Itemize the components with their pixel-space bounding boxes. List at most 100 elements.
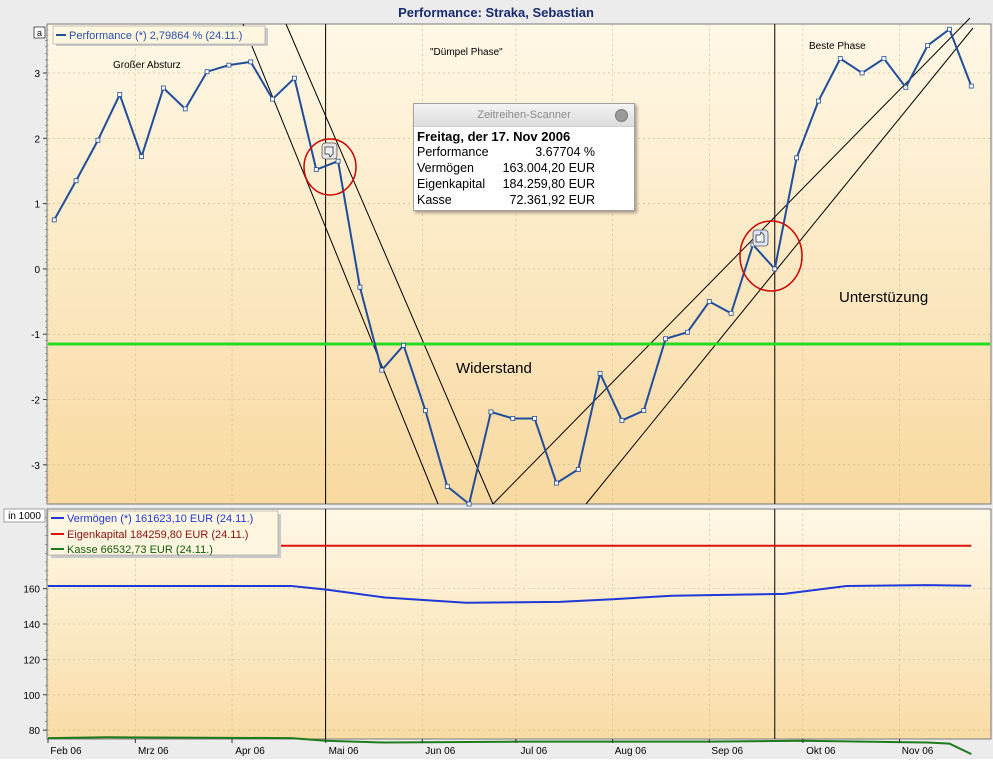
panel-options-button[interactable]: a <box>33 26 46 39</box>
popup-row-eigenkapital: Eigenkapital 184.259,80 EUR <box>414 176 634 192</box>
y-tick-label: -1 <box>31 330 40 341</box>
highlight-circle-sep <box>739 220 803 292</box>
performance-point <box>401 342 406 348</box>
performance-point <box>379 367 385 373</box>
performance-point <box>597 370 603 376</box>
performance-point <box>619 418 625 423</box>
y-tick-label: 1 <box>34 200 40 211</box>
performance-point <box>663 336 669 342</box>
thumbs-up-icon <box>752 229 769 247</box>
popup-header[interactable]: Zeitreihen-Scanner <box>414 104 634 127</box>
popup-row-vermoegen: Vermögen 163.004,20 EUR <box>414 160 634 176</box>
performance-point <box>270 96 275 102</box>
performance-point <box>947 26 952 32</box>
vermoegen-line <box>48 584 972 604</box>
x-tick-label: Mai 06 <box>329 746 359 757</box>
panel-options-label: a <box>37 28 42 38</box>
top-legend-box <box>52 25 266 45</box>
legend-label-kasse: Kasse 66532,73 EUR (24.11.) <box>67 544 213 556</box>
popup-key: Performance <box>417 145 489 159</box>
legend-label-vermoegen: Vermögen (*) 161623,10 EUR (24.11.) <box>67 513 253 525</box>
y-tick-label: 2 <box>34 134 40 145</box>
x-tick-label: Apr 06 <box>235 746 265 757</box>
trend-line-down-inner <box>242 23 439 505</box>
performance-point <box>423 408 428 414</box>
annotation-unterstuetzung: Unterstüzung <box>839 289 928 306</box>
trend-lines <box>242 17 974 505</box>
top-panel-border <box>46 23 992 505</box>
popup-row-performance: Performance 3.67704 % <box>414 144 634 160</box>
performance-point <box>728 310 734 316</box>
bottom-y-axis: 160 140 120 100 80 <box>23 517 47 737</box>
performance-point <box>204 69 210 75</box>
y-tick-label: 100 <box>23 691 40 702</box>
annotation-beste-phase: Beste Phase <box>809 41 866 52</box>
popup-value: 3.67704 % <box>535 145 595 159</box>
top-legend[interactable]: Performance (*) 2,79864 % (24.11.) <box>52 25 268 46</box>
x-axis: Feb 06 Mrz 06 Apr 06 Mai 06 Jun 06 Jul 06 Aug … <box>47 739 934 757</box>
performance-point <box>816 98 821 104</box>
trend-line-down-outer <box>285 23 494 505</box>
performance-point <box>903 84 909 90</box>
bottom-legend-box <box>47 510 279 556</box>
x-tick-label: Okt 06 <box>806 746 836 757</box>
y-tick-label: 140 <box>23 620 40 631</box>
popup-key: Kasse <box>417 193 452 207</box>
performance-point <box>313 167 319 173</box>
performance-point <box>859 70 865 76</box>
close-icon[interactable] <box>615 109 628 122</box>
thumbs-down-icon <box>321 142 338 160</box>
performance-point <box>182 106 188 112</box>
panel-options-box <box>33 26 46 39</box>
annotation-grosser-absturz: Großer Absturz <box>113 60 181 71</box>
chart-title: Performance: Straka, Sebastian <box>398 5 594 20</box>
performance-point <box>837 56 843 62</box>
y-tick-label: 3 <box>34 69 40 80</box>
performance-series <box>51 26 974 507</box>
performance-point <box>641 408 647 414</box>
legend-label-eigenkapital: Eigenkapital 184259,80 EUR (24.11.) <box>67 529 248 541</box>
performance-point <box>226 62 232 68</box>
highlight-circles <box>303 138 803 292</box>
performance-point <box>357 284 363 290</box>
y-tick-label: 160 <box>23 585 40 596</box>
performance-point <box>794 155 800 161</box>
y-tick-label: -2 <box>31 396 40 407</box>
y-tick-label: 0 <box>34 265 40 276</box>
annotation-widerstand: Widerstand <box>456 360 532 377</box>
performance-point <box>292 75 297 81</box>
performance-point <box>925 43 931 48</box>
performance-point <box>466 501 472 507</box>
performance-point <box>685 329 690 335</box>
popup-key: Vermögen <box>417 161 474 175</box>
unit-label: in 1000 <box>8 511 41 522</box>
top-panel-area <box>47 24 991 504</box>
performance-point <box>161 85 166 91</box>
y-tick-label: 80 <box>29 726 41 737</box>
y-tick-label: -3 <box>31 461 40 472</box>
bottom-legend[interactable]: Vermögen (*) 161623,10 EUR (24.11.) Eige… <box>47 510 281 558</box>
performance-point <box>881 56 887 62</box>
popup-value: 72.361,92 EUR <box>509 193 595 207</box>
performance-point <box>444 483 450 489</box>
performance-point <box>706 299 712 304</box>
performance-point <box>554 480 559 486</box>
unit-label-box <box>3 508 46 523</box>
performance-point <box>139 154 144 159</box>
performance-point <box>772 266 778 272</box>
popup-date: Freitag, der 17. Nov 2006 <box>417 129 571 144</box>
x-tick-label: Aug 06 <box>615 746 647 757</box>
x-tick-label: Mrz 06 <box>138 746 169 757</box>
trend-line-up-upper <box>492 17 971 505</box>
x-tick-label: Sep 06 <box>711 746 743 757</box>
performance-point <box>95 137 101 143</box>
popup-value: 163.004,20 EUR <box>502 161 595 175</box>
performance-point <box>51 217 57 223</box>
trend-line-up-lower <box>585 27 974 505</box>
performance-point <box>335 158 341 164</box>
popup-title: Zeitreihen-Scanner <box>477 109 571 121</box>
performance-point <box>575 466 581 472</box>
x-tick-label: Feb 06 <box>50 746 82 757</box>
time-series-scanner-popup[interactable]: Zeitreihen-Scanner Freitag, der 17. Nov … <box>413 103 635 211</box>
